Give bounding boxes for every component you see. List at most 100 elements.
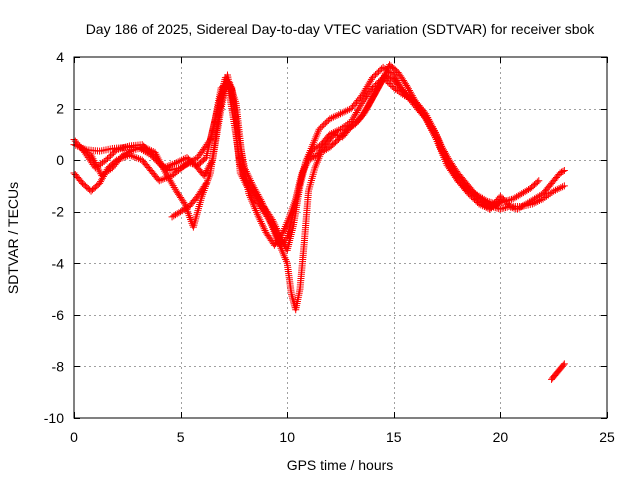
data-point (361, 86, 369, 94)
data-point (504, 196, 512, 204)
data-point (278, 230, 286, 238)
data-point (119, 151, 127, 159)
data-point (98, 172, 106, 180)
data-point (176, 157, 184, 165)
data-point (507, 203, 515, 211)
data-point (559, 167, 567, 175)
data-point (103, 168, 111, 176)
data-point (144, 145, 152, 153)
y-tick-label: -10 (44, 410, 64, 426)
data-point (328, 114, 336, 122)
data-point (352, 108, 360, 116)
data-point (559, 183, 567, 191)
data-point (121, 150, 129, 158)
data-point (169, 182, 177, 190)
data-point (370, 72, 378, 80)
data-point (502, 204, 510, 212)
data-point (487, 198, 495, 206)
data-point (356, 103, 364, 111)
data-point (431, 132, 439, 140)
data-point (360, 88, 368, 96)
data-point (344, 106, 352, 114)
data-point (385, 80, 393, 88)
data-point (354, 107, 362, 115)
data-point (375, 68, 383, 76)
data-point (202, 179, 210, 187)
data-point (550, 187, 558, 195)
data-point (247, 177, 255, 185)
data-point (472, 197, 480, 205)
data-point (376, 66, 384, 74)
data-point (432, 136, 440, 144)
data-point (496, 205, 504, 213)
data-point (337, 132, 345, 140)
data-point (329, 113, 337, 121)
data-point (494, 199, 502, 207)
data-point (185, 159, 193, 167)
data-point (147, 147, 155, 155)
data-point (340, 108, 348, 116)
data-point (98, 159, 106, 167)
data-point (349, 114, 357, 122)
data-point (120, 144, 128, 152)
data-point (387, 81, 395, 89)
data-point (183, 160, 191, 168)
data-point (364, 81, 372, 89)
data-point (368, 74, 376, 82)
x-tick-label: 20 (493, 429, 509, 445)
data-point (146, 146, 154, 154)
data-point (127, 152, 135, 160)
data-point (257, 196, 265, 204)
data-point (373, 69, 381, 77)
data-point (320, 121, 328, 129)
data-point (190, 156, 198, 164)
data-point (355, 105, 363, 113)
series-arc-5 (168, 179, 210, 221)
data-point (560, 360, 568, 368)
data-point (471, 196, 479, 204)
data-point (133, 154, 141, 162)
y-tick-label: -8 (52, 358, 65, 374)
data-point (317, 124, 325, 132)
data-point (556, 169, 564, 177)
data-point (384, 78, 392, 86)
data-point (546, 190, 554, 198)
data-point (505, 203, 513, 211)
data-point (331, 112, 339, 120)
data-point (257, 218, 265, 226)
data-point (548, 188, 556, 196)
data-point (553, 185, 561, 193)
data-point (107, 152, 115, 160)
data-point (437, 145, 445, 153)
data-point (379, 63, 387, 71)
data-point (501, 197, 509, 205)
data-point (372, 71, 380, 79)
data-point (427, 125, 435, 133)
data-point (118, 144, 126, 152)
data-point (485, 198, 493, 206)
data-point (172, 159, 180, 167)
data-point (167, 161, 175, 169)
data-point (167, 178, 175, 186)
data-point (544, 191, 552, 199)
data-point (114, 145, 122, 153)
data-point (333, 111, 341, 119)
data-point (560, 166, 568, 174)
y-tick-label: 0 (56, 152, 64, 168)
y-axis-label: SDTVAR / TECUs (5, 182, 21, 294)
data-point (434, 139, 442, 147)
data-point (129, 152, 137, 160)
data-point (390, 84, 398, 92)
data-point (508, 204, 516, 212)
data-point (102, 156, 110, 164)
data-point (365, 79, 373, 87)
data-point (351, 110, 359, 118)
data-point (432, 134, 440, 142)
grid-lines (74, 57, 607, 418)
data-point (558, 168, 566, 176)
data-point (366, 77, 374, 85)
data-point (155, 177, 163, 185)
